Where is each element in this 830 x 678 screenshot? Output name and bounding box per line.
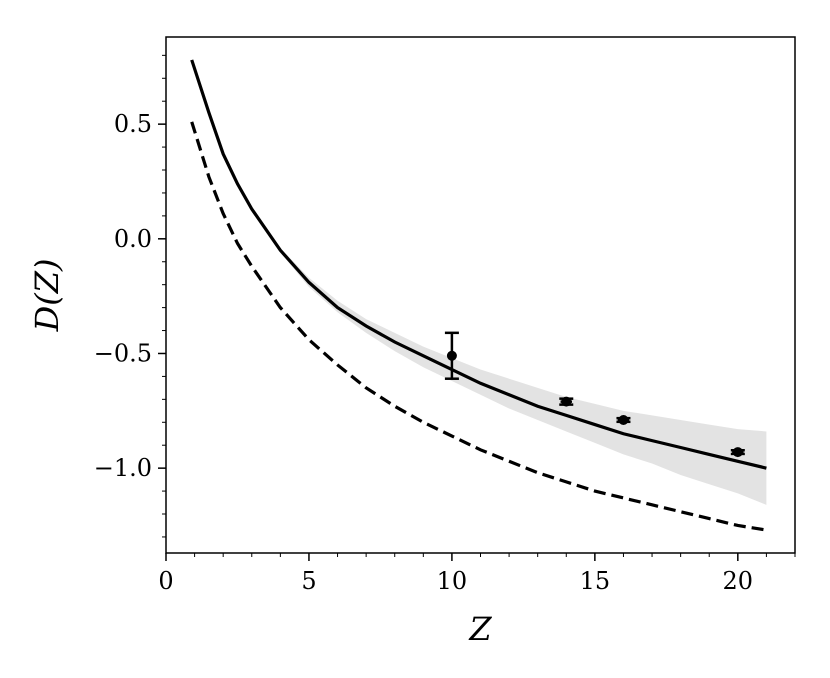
data-points-layer	[444, 331, 745, 458]
y-tick-label: −1.0	[94, 454, 152, 482]
solid-curve	[190, 59, 767, 470]
y-tick-label: 0.5	[114, 110, 152, 138]
data-marker	[561, 396, 572, 407]
data-point	[616, 414, 631, 425]
x-tick-label: 0	[158, 567, 173, 595]
y-tick-label: −0.5	[94, 339, 152, 367]
x-tick-label: 15	[580, 567, 611, 595]
y-axis-label: D(Z)	[28, 259, 66, 333]
data-marker	[446, 350, 457, 361]
data-point	[730, 447, 745, 458]
x-tick-label: 5	[301, 567, 316, 595]
uncertainty-band-layer	[251, 209, 767, 505]
data-marker	[618, 414, 629, 425]
uncertainty-band	[251, 209, 767, 505]
dashed-curve	[190, 121, 767, 532]
x-axis-label: Z	[468, 610, 492, 648]
ticks-layer: 0 5 10 15 20 0.5 0.0 −0.5 −1.0	[94, 54, 796, 595]
y-tick-label: 0.0	[114, 225, 152, 253]
x-tick-label: 20	[723, 567, 754, 595]
data-marker	[732, 447, 743, 458]
x-tick-label: 10	[437, 567, 468, 595]
data-point	[559, 396, 574, 407]
data-point	[444, 331, 459, 380]
